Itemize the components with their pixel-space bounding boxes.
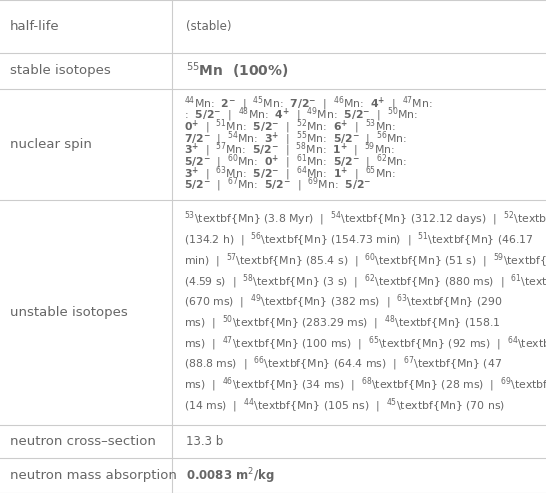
Text: ms)  |  $^{50}$\textbf{Mn} (283.29 ms)  |  $^{48}$\textbf{Mn} (158.1: ms) | $^{50}$\textbf{Mn} (283.29 ms) | $… — [184, 314, 501, 332]
Text: $\mathbf{5/2^{-}}$  |  $^{67}$Mn:  $\mathbf{5/2^{-}}$  |  $^{69}$Mn:  $\mathbf{5: $\mathbf{5/2^{-}}$ | $^{67}$Mn: $\mathbf… — [184, 176, 371, 194]
Text: half-life: half-life — [10, 20, 60, 33]
Text: (14 ms)  |  $^{44}$\textbf{Mn} (105 ns)  |  $^{45}$\textbf{Mn} (70 ns): (14 ms) | $^{44}$\textbf{Mn} (105 ns) | … — [184, 396, 505, 415]
Text: ms)  |  $^{46}$\textbf{Mn} (34 ms)  |  $^{68}$\textbf{Mn} (28 ms)  |  $^{69}$\te: ms) | $^{46}$\textbf{Mn} (34 ms) | $^{68… — [184, 376, 546, 394]
Text: 0.0083 m$^{2}$/kg: 0.0083 m$^{2}$/kg — [186, 466, 275, 486]
Text: (670 ms)  |  $^{49}$\textbf{Mn} (382 ms)  |  $^{63}$\textbf{Mn} (290: (670 ms) | $^{49}$\textbf{Mn} (382 ms) |… — [184, 293, 502, 311]
Text: neutron mass absorption: neutron mass absorption — [10, 469, 177, 482]
Text: nuclear spin: nuclear spin — [10, 138, 92, 151]
Text: stable isotopes: stable isotopes — [10, 64, 111, 77]
Text: min)  |  $^{57}$\textbf{Mn} (85.4 s)  |  $^{60}$\textbf{Mn} (51 s)  |  $^{59}$\t: min) | $^{57}$\textbf{Mn} (85.4 s) | $^{… — [184, 251, 546, 270]
Text: 13.3 b: 13.3 b — [186, 435, 223, 448]
Text: (88.8 ms)  |  $^{66}$\textbf{Mn} (64.4 ms)  |  $^{67}$\textbf{Mn} (47: (88.8 ms) | $^{66}$\textbf{Mn} (64.4 ms)… — [184, 355, 502, 373]
Text: $^{44}$Mn:  $\mathbf{2^{-}}$  |  $^{45}$Mn:  $\mathbf{7/2^{-}}$  |  $^{46}$Mn:  : $^{44}$Mn: $\mathbf{2^{-}}$ | $^{45}$Mn:… — [184, 94, 432, 113]
Text: (stable): (stable) — [186, 20, 231, 33]
Text: (134.2 h)  |  $^{56}$\textbf{Mn} (154.73 min)  |  $^{51}$\textbf{Mn} (46.17: (134.2 h) | $^{56}$\textbf{Mn} (154.73 m… — [184, 230, 534, 249]
Text: ms)  |  $^{47}$\textbf{Mn} (100 ms)  |  $^{65}$\textbf{Mn} (92 ms)  |  $^{64}$\t: ms) | $^{47}$\textbf{Mn} (100 ms) | $^{6… — [184, 334, 546, 352]
Text: $^{53}$\textbf{Mn} (3.8 Myr)  |  $^{54}$\textbf{Mn} (312.12 days)  |  $^{52}$\te: $^{53}$\textbf{Mn} (3.8 Myr) | $^{54}$\t… — [184, 210, 546, 228]
Text: $\mathbf{0^{+}}$  |  $^{51}$Mn:  $\mathbf{5/2^{-}}$  |  $^{52}$Mn:  $\mathbf{6^{: $\mathbf{0^{+}}$ | $^{51}$Mn: $\mathbf{5… — [184, 117, 396, 136]
Text: $\mathbf{7/2^{-}}$  |  $^{54}$Mn:  $\mathbf{3^{+}}$  |  $^{55}$Mn:  $\mathbf{5/2: $\mathbf{7/2^{-}}$ | $^{54}$Mn: $\mathbf… — [184, 129, 407, 148]
Text: $\mathbf{5/2^{-}}$  |  $^{60}$Mn:  $\mathbf{0^{+}}$  |  $^{61}$Mn:  $\mathbf{5/2: $\mathbf{5/2^{-}}$ | $^{60}$Mn: $\mathbf… — [184, 152, 407, 171]
Text: (4.59 s)  |  $^{58}$\textbf{Mn} (3 s)  |  $^{62}$\textbf{Mn} (880 ms)  |  $^{61}: (4.59 s) | $^{58}$\textbf{Mn} (3 s) | $^… — [184, 272, 546, 290]
Text: $^{55}$Mn  (100%): $^{55}$Mn (100%) — [186, 61, 288, 81]
Text: $\mathbf{3^{+}}$  |  $^{57}$Mn:  $\mathbf{5/2^{-}}$  |  $^{58}$Mn:  $\mathbf{1^{: $\mathbf{3^{+}}$ | $^{57}$Mn: $\mathbf{5… — [184, 141, 395, 159]
Text: $\mathbf{3^{+}}$  |  $^{63}$Mn:  $\mathbf{5/2^{-}}$  |  $^{64}$Mn:  $\mathbf{1^{: $\mathbf{3^{+}}$ | $^{63}$Mn: $\mathbf{5… — [184, 164, 396, 182]
Text: :  $\mathbf{5/2^{-}}$  |  $^{48}$Mn:  $\mathbf{4^{+}}$  |  $^{49}$Mn:  $\mathbf{: : $\mathbf{5/2^{-}}$ | $^{48}$Mn: $\math… — [184, 106, 418, 124]
Text: neutron cross–section: neutron cross–section — [10, 435, 156, 448]
Text: unstable isotopes: unstable isotopes — [10, 306, 128, 319]
